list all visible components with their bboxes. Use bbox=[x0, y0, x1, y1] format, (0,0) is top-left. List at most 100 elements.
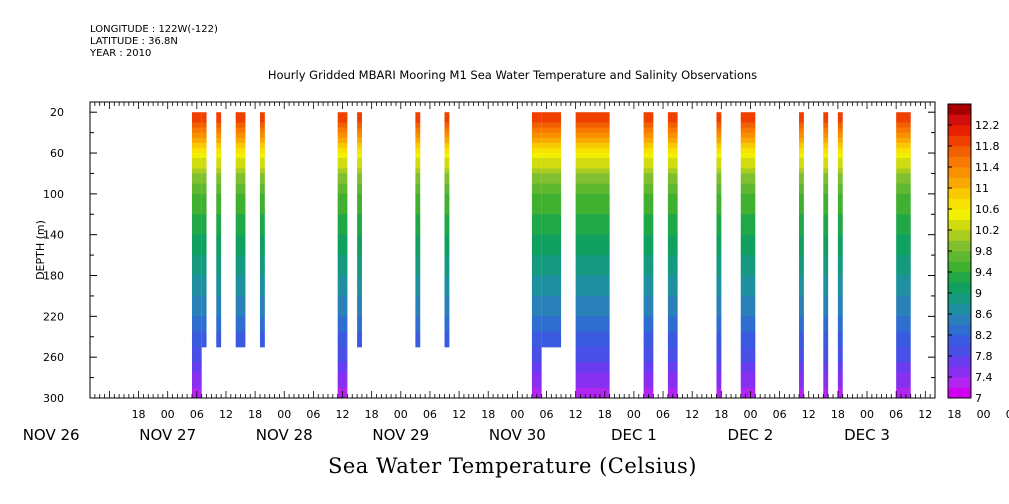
data-cell bbox=[643, 250, 654, 256]
data-cell bbox=[415, 178, 421, 185]
data-cell bbox=[531, 122, 542, 128]
data-cell bbox=[259, 173, 265, 179]
data-cell bbox=[444, 239, 450, 246]
data-column bbox=[837, 112, 843, 399]
data-cell bbox=[259, 331, 265, 338]
latitude-label: LATITUDE : 36.8N bbox=[90, 36, 178, 47]
data-cell bbox=[837, 147, 843, 154]
data-cell bbox=[799, 219, 804, 225]
x-tick-label: 18 bbox=[831, 408, 845, 421]
data-cell bbox=[799, 346, 804, 353]
y-tick-label: 180 bbox=[43, 270, 64, 283]
data-cell bbox=[235, 321, 246, 327]
colorbar-label: 11 bbox=[975, 182, 989, 195]
data-cell bbox=[716, 153, 722, 159]
data-cell bbox=[216, 311, 222, 317]
data-cell bbox=[541, 122, 562, 128]
data-cell bbox=[799, 336, 804, 343]
data-cell bbox=[716, 341, 722, 348]
data-cell bbox=[667, 153, 678, 159]
data-cell bbox=[191, 137, 202, 144]
data-cell bbox=[740, 301, 756, 307]
data-cell bbox=[201, 214, 207, 220]
data-cell bbox=[357, 214, 362, 220]
data-cell bbox=[740, 352, 756, 358]
data-cell bbox=[740, 193, 756, 200]
data-cell bbox=[643, 326, 654, 333]
colorbar-swatch bbox=[948, 261, 971, 273]
data-cell bbox=[191, 265, 202, 271]
data-cell bbox=[415, 127, 421, 134]
data-cell bbox=[531, 311, 542, 317]
data-cell bbox=[444, 168, 450, 174]
data-cell bbox=[837, 224, 843, 230]
data-cell bbox=[216, 198, 222, 205]
data-cell bbox=[575, 382, 610, 389]
data-cell bbox=[259, 137, 265, 144]
data-cell bbox=[740, 204, 756, 210]
data-cell bbox=[201, 275, 207, 282]
data-cell bbox=[896, 193, 911, 200]
data-cell bbox=[337, 234, 348, 241]
data-cell bbox=[235, 193, 246, 200]
colorbar-swatch bbox=[948, 219, 971, 231]
data-cell bbox=[541, 331, 562, 338]
data-cell bbox=[357, 112, 362, 118]
data-cell bbox=[444, 331, 450, 338]
data-cell bbox=[444, 234, 450, 241]
data-cell bbox=[716, 275, 722, 282]
data-cell bbox=[837, 260, 843, 266]
data-cell bbox=[337, 367, 348, 373]
data-cell bbox=[823, 127, 829, 134]
data-cell bbox=[337, 387, 348, 394]
data-cell bbox=[191, 234, 202, 241]
data-cell bbox=[643, 316, 654, 322]
data-cell bbox=[235, 244, 246, 251]
data-cell bbox=[444, 306, 450, 312]
data-cell bbox=[235, 122, 246, 128]
data-cell bbox=[575, 316, 610, 322]
data-cell bbox=[575, 117, 610, 123]
data-cell bbox=[337, 183, 348, 190]
data-cell bbox=[896, 153, 911, 159]
data-cell bbox=[357, 341, 362, 348]
data-cell bbox=[235, 280, 246, 287]
data-cell bbox=[191, 321, 202, 327]
data-cell bbox=[415, 112, 421, 118]
data-cell bbox=[667, 341, 678, 348]
data-cell bbox=[823, 316, 829, 322]
data-column bbox=[259, 112, 265, 348]
data-cell bbox=[531, 285, 542, 292]
data-cell bbox=[531, 295, 542, 302]
data-cell bbox=[531, 234, 542, 241]
data-cell bbox=[444, 295, 450, 302]
data-cell bbox=[799, 198, 804, 205]
data-cell bbox=[643, 260, 654, 266]
colorbar-label: 7 bbox=[975, 392, 982, 405]
data-cell bbox=[667, 183, 678, 190]
data-cell bbox=[235, 260, 246, 266]
data-cell bbox=[259, 260, 265, 266]
data-cell bbox=[235, 188, 246, 195]
data-cell bbox=[191, 357, 202, 363]
data-cell bbox=[799, 224, 804, 230]
x-tick-label: 12 bbox=[569, 408, 583, 421]
data-cell bbox=[201, 153, 207, 159]
data-cell bbox=[541, 326, 562, 333]
data-cell bbox=[799, 326, 804, 333]
data-cell bbox=[337, 285, 348, 292]
data-cell bbox=[235, 301, 246, 307]
data-cell bbox=[337, 239, 348, 246]
colorbar-swatch bbox=[948, 125, 971, 136]
data-cell bbox=[643, 275, 654, 282]
data-cell bbox=[259, 250, 265, 256]
data-cell bbox=[575, 137, 610, 144]
data-cell bbox=[799, 275, 804, 282]
data-cell bbox=[357, 275, 362, 282]
data-cell bbox=[357, 173, 362, 179]
data-cell bbox=[716, 198, 722, 205]
data-cell bbox=[357, 265, 362, 271]
data-column bbox=[643, 112, 654, 399]
data-cell bbox=[357, 316, 362, 322]
data-cell bbox=[896, 357, 911, 363]
